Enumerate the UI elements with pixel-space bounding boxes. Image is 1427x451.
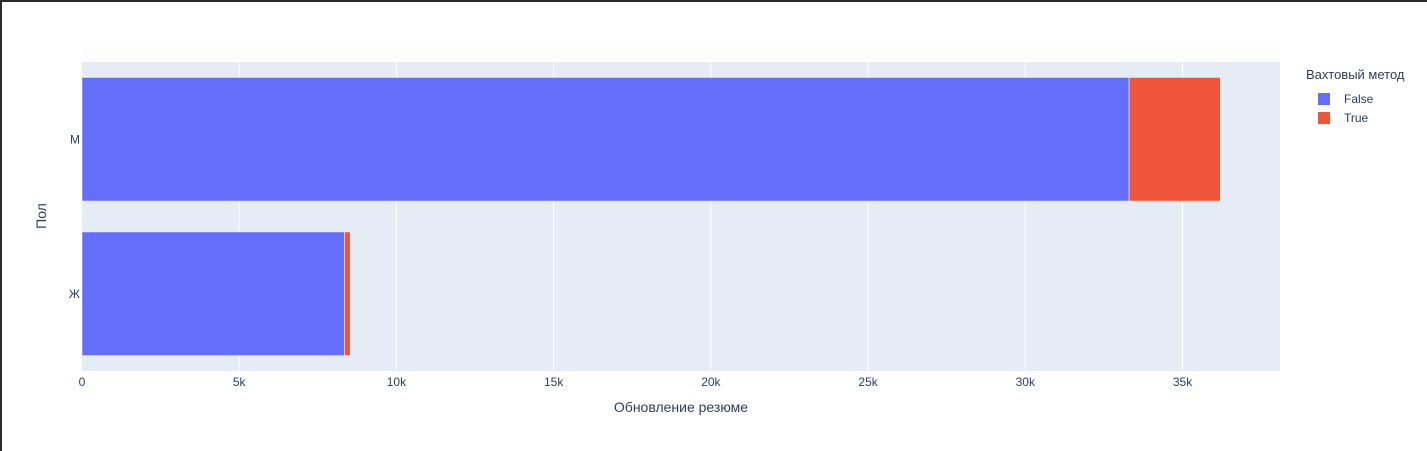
y-tick-labels: ЖМ <box>69 132 80 301</box>
bar-false[interactable] <box>81 231 345 356</box>
x-tick-label: 0 <box>79 375 86 389</box>
legend-item-true[interactable]: True <box>1306 108 1405 127</box>
legend-title: Вахтовый метод <box>1306 67 1405 82</box>
x-tick-labels: 0 5k 10k 15k 20k 25k 30k 35k <box>79 375 1194 389</box>
x-tick-label: 10k <box>387 375 407 389</box>
legend-swatch-false <box>1318 92 1330 105</box>
bar-true[interactable] <box>344 231 351 356</box>
x-tick-label: 35k <box>1173 375 1193 389</box>
legend-label-false: False <box>1344 91 1374 106</box>
legend-label-true: True <box>1344 110 1369 125</box>
x-tick-label: 30k <box>1016 375 1036 389</box>
plot-top-strip <box>82 46 1280 60</box>
legend: Вахтовый метод False True <box>1306 67 1405 127</box>
x-tick-label: 15k <box>544 375 564 389</box>
bar-true[interactable] <box>1128 77 1221 202</box>
x-tick-label: 20k <box>701 375 721 389</box>
x-tick-label: 25k <box>858 375 878 389</box>
y-tick-label: М <box>70 132 80 146</box>
y-axis-title: Пол <box>33 203 49 229</box>
legend-item-false[interactable]: False <box>1306 89 1405 108</box>
bars <box>81 77 1221 356</box>
x-tick-label: 5k <box>233 375 247 389</box>
y-tick-label: Ж <box>69 287 80 301</box>
legend-swatch-true <box>1318 111 1330 124</box>
bar-false[interactable] <box>81 77 1130 202</box>
x-axis-title: Обновление резюме <box>614 399 748 415</box>
